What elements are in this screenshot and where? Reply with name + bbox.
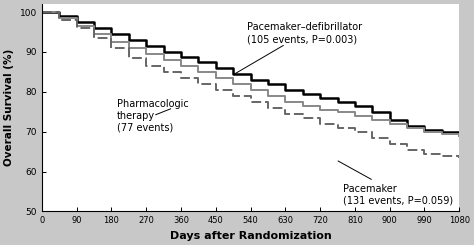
Text: Pacemaker
(131 events, P=0.059): Pacemaker (131 events, P=0.059) — [338, 161, 454, 205]
X-axis label: Days after Randomization: Days after Randomization — [170, 231, 331, 241]
Text: Pharmacologic
therapy
(77 events): Pharmacologic therapy (77 events) — [117, 99, 189, 132]
Y-axis label: Overall Survival (%): Overall Survival (%) — [4, 49, 14, 166]
Text: Pacemaker–defibrillator
(105 events, P=0.003): Pacemaker–defibrillator (105 events, P=0… — [234, 23, 362, 74]
